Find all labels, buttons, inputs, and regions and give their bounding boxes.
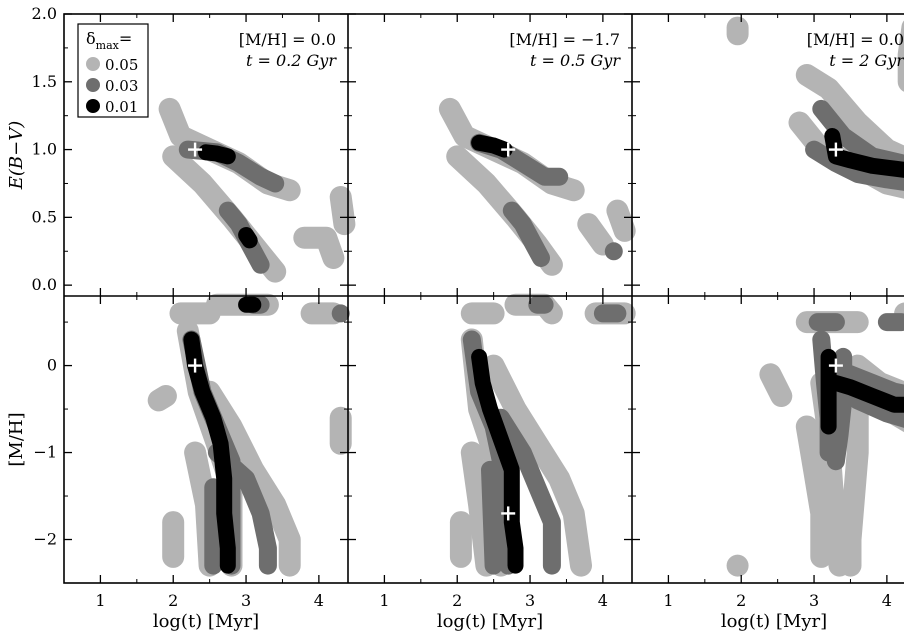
x-tick-label: 4: [882, 591, 892, 610]
truth-marker-p02: [828, 142, 843, 157]
y-tick-label: 2.0: [32, 4, 57, 23]
region-0.05-p11-5: [482, 354, 592, 577]
y-axis-label: E(B−V): [6, 121, 27, 191]
annotation-age: t = 2 Gyr: [829, 51, 904, 70]
region-0.05-p01-3: [606, 199, 636, 242]
truth-marker-p10: [188, 358, 203, 373]
region-0.03-p11-1: [491, 408, 561, 575]
region-0.05-p10-7: [198, 380, 301, 577]
x-tick-label: 1: [663, 591, 673, 610]
region-0.03-p12-3: [848, 391, 904, 428]
region-0.05-p00-2: [293, 226, 345, 269]
x-axis-label: log(t) [Myr]: [437, 611, 543, 632]
truth-marker-p00: [188, 142, 203, 157]
region-0.03-p01-2: [604, 242, 623, 261]
x-tick-label: 4: [314, 591, 324, 610]
x-tick-label: 2: [452, 591, 462, 610]
y-tick-label: 1.5: [32, 72, 57, 91]
legend-label: 0.01: [105, 98, 138, 116]
y-tick-label: 0.5: [32, 207, 57, 226]
region-0.05-p12-0: [726, 554, 749, 577]
outer-frame: [63, 13, 904, 584]
x-tick-label: 1: [95, 591, 105, 610]
panel-p11: [449, 293, 636, 577]
annotation-age: t = 0.5 Gyr: [530, 51, 621, 70]
x-tick-label: 3: [241, 591, 251, 610]
truth-marker-p12: [828, 358, 843, 373]
y-tick-label: 0: [47, 356, 57, 375]
region-0.05-p12-5: [795, 415, 833, 568]
region-0.03-p11-2: [481, 460, 503, 575]
x-tick-label: 2: [168, 591, 178, 610]
legend-title: δmax=: [86, 29, 132, 52]
truth-marker-p01: [501, 142, 516, 157]
region-0.05-p00-3: [329, 186, 356, 236]
x-tick-label: 2: [736, 591, 746, 610]
panel-p00: [158, 97, 356, 283]
region-0.05-p12-6: [839, 398, 869, 577]
x-axis-label: log(t) [Myr]: [721, 611, 827, 632]
legend: δmax= 0.05 0.03 0.01: [77, 23, 149, 118]
annotation-metallicity: [M/H] = 0.0: [807, 30, 904, 49]
y-tick-label: −2: [33, 530, 57, 549]
panel-p01: [438, 97, 636, 276]
region-0.01-p00-1: [238, 227, 258, 249]
region-0.05-p10-1: [147, 385, 177, 412]
axis-labels: 1 2 3 4 log(t) [Myr] 1 2 3 4 log(t) [Myr] 1 2 3 4 log(…: [6, 4, 892, 632]
region-0.01-p12-1: [827, 375, 904, 413]
region-0.03-p10-4: [331, 304, 350, 323]
x-tick-label: 3: [809, 591, 819, 610]
panel-p12: [726, 302, 904, 577]
annotation-metallicity: [M/H] = 0.0: [239, 30, 336, 49]
panel-frames: [63, 13, 904, 584]
legend-swatch-0.01: [86, 99, 100, 113]
legend-label: 0.03: [105, 77, 138, 95]
confidence-regions: [147, 16, 904, 577]
region-0.01-p10-0: [183, 331, 236, 574]
x-tick-label: 4: [598, 591, 608, 610]
x-tick-label: 3: [525, 591, 535, 610]
annotation-metallicity: [M/H] = −1.7: [509, 30, 620, 49]
true-parameter-markers: [188, 142, 843, 521]
region-0.01-p00-0: [198, 144, 236, 165]
y-tick-label: 1.0: [32, 140, 57, 159]
region-0.05-p01-2: [577, 213, 614, 256]
annotation-age: t = 0.2 Gyr: [246, 51, 337, 70]
y-tick-label: 0.0: [32, 275, 57, 294]
y-axis-label: [M/H]: [6, 412, 27, 466]
truth-marker-p11: [501, 506, 516, 521]
legend-swatch-0.05: [86, 57, 100, 71]
region-0.03-p12-2: [841, 365, 904, 403]
region-0.01-p11-0: [471, 348, 524, 574]
x-tick-label: 1: [379, 591, 389, 610]
region-0.05-p12-1: [759, 363, 793, 407]
panel-p10: [147, 293, 352, 577]
region-0.01-p01-0: [471, 134, 513, 158]
axis-ticks: [64, 13, 888, 584]
panel-annotations: [M/H] = 0.0 t = 0.2 Gyr [M/H] = −1.7 t = 0.…: [239, 30, 904, 70]
region-0.03-p01-1: [502, 201, 550, 267]
y-tick-label: −1: [33, 443, 57, 462]
x-axis-label: log(t) [Myr]: [153, 611, 259, 632]
legend-label: 0.05: [105, 56, 138, 74]
legend-swatch-0.03: [86, 78, 100, 92]
region-0.03-p10-1: [207, 443, 277, 575]
region-0.03-p02-0: [812, 99, 904, 175]
